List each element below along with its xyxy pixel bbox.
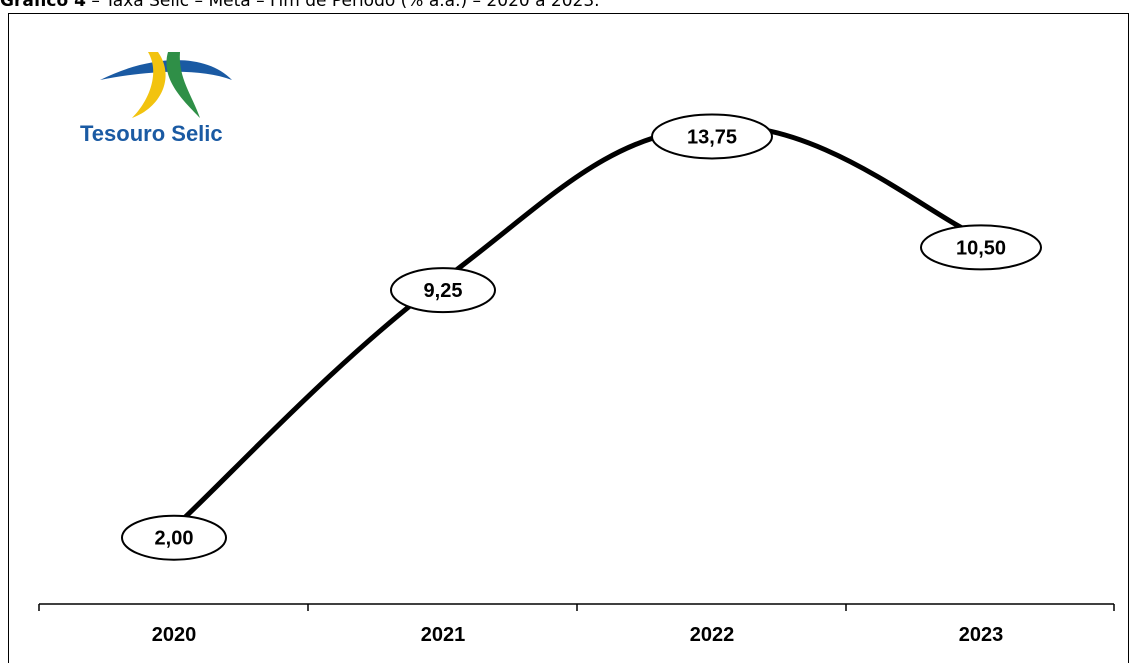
logo-green-stroke [166, 52, 200, 118]
data-label-bubble [920, 224, 1042, 271]
data-label-2023: 10,50 [920, 224, 1042, 271]
x-tick-label-2021: 2021 [421, 624, 466, 646]
x-axis [38, 603, 1115, 611]
logo-blue-swoosh [100, 60, 232, 80]
figure-caption: Gráfico 4 – Taxa Selic – Meta – Fim de P… [0, 0, 600, 11]
x-tick-label-2022: 2022 [690, 624, 735, 646]
data-labels: 2,00 9,25 13,75 10,50 [121, 113, 1042, 561]
logo-yellow-stroke [132, 52, 166, 118]
caption-prefix: Gráfico 4 [0, 0, 86, 11]
logo-text: Tesouro Selic [80, 121, 223, 146]
tesouro-selic-logo: Tesouro Selic [80, 52, 232, 146]
x-tick-label-2023: 2023 [959, 624, 1004, 646]
x-tick-label-2020: 2020 [152, 624, 197, 646]
chart-frame [8, 13, 1129, 663]
data-label-2021: 9,25 [390, 267, 496, 314]
data-label-bubble [390, 267, 496, 314]
x-tick-labels: 2020 2021 2022 2023 [152, 624, 1004, 646]
caption-rest: – Taxa Selic – Meta – Fim de Período (% … [85, 0, 600, 11]
data-label-2022: 13,75 [651, 113, 773, 160]
data-label-text: 9,25 [424, 280, 463, 302]
data-label-text: 2,00 [155, 528, 194, 550]
data-label-bubble [121, 514, 227, 561]
data-label-2020: 2,00 [121, 514, 227, 561]
data-label-text: 10,50 [956, 237, 1006, 259]
data-label-bubble [651, 113, 773, 160]
series-line-selic [171, 123, 984, 531]
data-label-text: 13,75 [687, 126, 737, 148]
